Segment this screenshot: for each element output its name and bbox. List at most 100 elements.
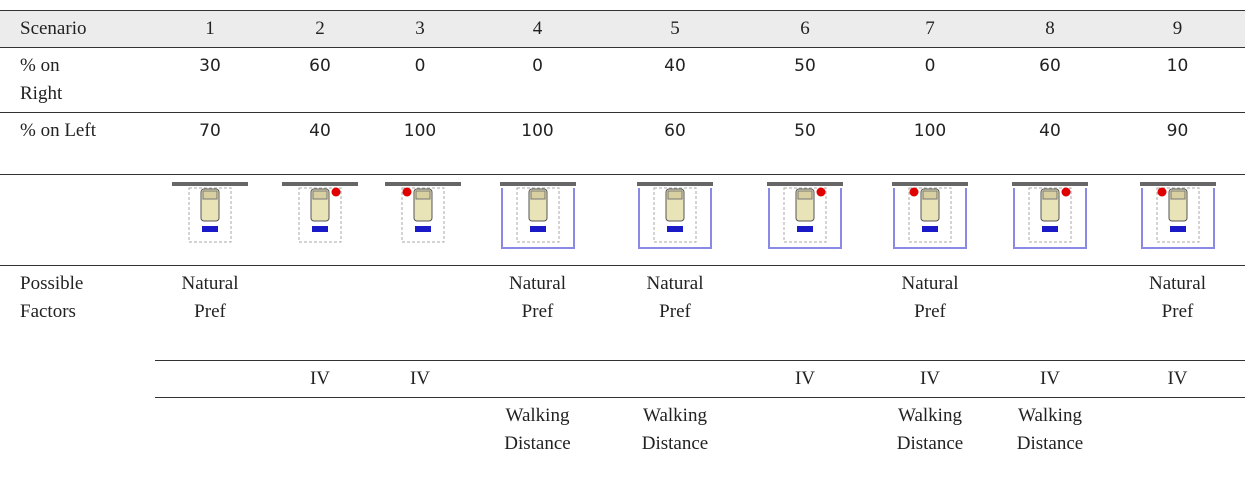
wall xyxy=(282,182,358,186)
wall xyxy=(500,182,576,186)
factor-text: IV xyxy=(1040,365,1060,393)
factor-cell: IV xyxy=(375,361,465,398)
factor-text: Walking Distance xyxy=(1006,402,1094,458)
wall xyxy=(1140,182,1216,186)
factor-cell: Natural Pref xyxy=(465,266,610,361)
fixture-top xyxy=(531,191,545,199)
marker xyxy=(817,187,826,196)
factor-text: Natural Pref xyxy=(494,270,582,326)
mat xyxy=(1042,226,1058,232)
wall xyxy=(172,182,248,186)
diagram-cell xyxy=(375,175,465,266)
factor-text: IV xyxy=(920,365,940,393)
fixture-top xyxy=(923,191,937,199)
value-cell: 60 xyxy=(610,113,740,175)
wall xyxy=(767,182,843,186)
factor-cell: IV xyxy=(265,361,375,398)
factor-cell: Natural Pref xyxy=(1110,266,1245,361)
wall xyxy=(1012,182,1088,186)
value-cell: 50 xyxy=(740,113,870,175)
marker xyxy=(1062,187,1071,196)
fixture-top xyxy=(798,191,812,199)
value-cell: 100 xyxy=(870,113,990,175)
factor-text: Natural Pref xyxy=(166,270,254,326)
factor-cell: Natural Pref xyxy=(870,266,990,361)
value-cell: 40 xyxy=(610,48,740,113)
factor-cell xyxy=(740,266,870,361)
value-cell: 100 xyxy=(465,113,610,175)
factor-cell: Natural Pref xyxy=(610,266,740,361)
factor-cell: Walking Distance xyxy=(990,398,1110,477)
factor-cell: IV xyxy=(1110,361,1245,398)
fixture-top xyxy=(416,191,430,199)
scenario-diagram xyxy=(375,176,471,256)
scenario-diagram xyxy=(1002,176,1098,256)
header-cell: 5 xyxy=(610,11,740,48)
factor-cell: Walking Distance xyxy=(465,398,610,477)
mat xyxy=(202,226,218,232)
factor-text: Walking Distance xyxy=(631,402,719,458)
factor-cell xyxy=(155,398,265,477)
row-label: % on Left xyxy=(0,113,155,175)
header-cell: 2 xyxy=(265,11,375,48)
header-cell: 3 xyxy=(375,11,465,48)
factor-row: IVIVIVIVIVIV xyxy=(0,361,1245,398)
diagram-cell xyxy=(870,175,990,266)
factor-cell: IV xyxy=(990,361,1110,398)
header-cell: 1 xyxy=(155,11,265,48)
factor-label: Possible Factors xyxy=(0,266,155,477)
value-cell: 50 xyxy=(740,48,870,113)
scenario-diagram xyxy=(162,176,258,256)
diagram-cell xyxy=(990,175,1110,266)
value-cell: 40 xyxy=(990,113,1110,175)
marker xyxy=(332,187,341,196)
diagram-cell xyxy=(740,175,870,266)
factor-cell xyxy=(265,398,375,477)
factor-text: IV xyxy=(1167,365,1187,393)
marker xyxy=(910,187,919,196)
scenario-diagram xyxy=(627,176,723,256)
diagram-cell xyxy=(155,175,265,266)
row-label: % on Right xyxy=(0,48,155,113)
header-cell: 8 xyxy=(990,11,1110,48)
factor-cell: Walking Distance xyxy=(610,398,740,477)
factor-text: Natural Pref xyxy=(886,270,974,326)
diagram-cell xyxy=(1110,175,1245,266)
table-wrap: Scenario123456789% on Right3060004050060… xyxy=(0,0,1251,476)
diagram-cell xyxy=(610,175,740,266)
factor-cell xyxy=(375,266,465,361)
factor-cell: IV xyxy=(870,361,990,398)
marker xyxy=(403,187,412,196)
value-cell: 0 xyxy=(465,48,610,113)
factor-text: Walking Distance xyxy=(886,402,974,458)
value-cell: 60 xyxy=(990,48,1110,113)
marker xyxy=(1157,187,1166,196)
value-cell: 70 xyxy=(155,113,265,175)
scenario-diagram xyxy=(1130,176,1226,256)
fixture-top xyxy=(203,191,217,199)
fixture-top xyxy=(668,191,682,199)
factor-cell xyxy=(375,398,465,477)
factor-cell xyxy=(1110,398,1245,477)
mat xyxy=(667,226,683,232)
factor-text: IV xyxy=(410,365,430,393)
factor-text: IV xyxy=(310,365,330,393)
mat xyxy=(1170,226,1186,232)
fixture-top xyxy=(313,191,327,199)
factor-text: Natural Pref xyxy=(631,270,719,326)
scenario-diagram xyxy=(490,176,586,256)
factor-cell xyxy=(155,361,265,398)
value-cell: 30 xyxy=(155,48,265,113)
page: Scenario123456789% on Right3060004050060… xyxy=(0,0,1251,483)
value-cell: 60 xyxy=(265,48,375,113)
mat xyxy=(312,226,328,232)
blank-cell xyxy=(0,175,155,266)
diagram-row xyxy=(0,175,1245,266)
mat xyxy=(530,226,546,232)
factor-cell xyxy=(610,361,740,398)
factor-row: Walking Distance Walking Distance Walking … xyxy=(0,398,1245,477)
